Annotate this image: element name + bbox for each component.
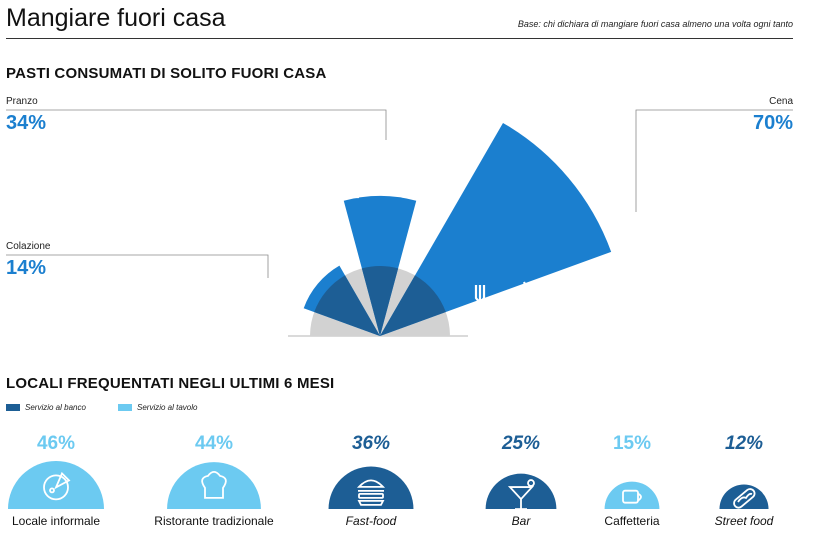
venues-section-title: LOCALI FREQUENTATI NEGLI ULTIMI 6 MESI bbox=[6, 375, 335, 392]
venue-name-fast-food: Fast-food bbox=[345, 514, 397, 528]
legend-swatch-tavolo bbox=[118, 404, 132, 411]
base-note: Base: chi dichiara di mangiare fuori cas… bbox=[517, 19, 793, 29]
meal-sector-overlap-cena bbox=[380, 275, 446, 336]
coffee-breakfast-icon bbox=[238, 290, 288, 328]
meals-radial-chart bbox=[288, 122, 612, 337]
venue-name-bar: Bar bbox=[511, 514, 531, 528]
venue-pct-caffetteria: 15% bbox=[612, 433, 652, 454]
legend-label-tavolo: Servizio al tavolo bbox=[137, 403, 198, 412]
venues-chart bbox=[8, 461, 769, 510]
venue-name-locale-informale: Locale informale bbox=[11, 514, 101, 528]
burger-icon bbox=[356, 479, 386, 506]
meal-pct-pranzo: 34% bbox=[6, 112, 47, 134]
venue-pct-bar: 25% bbox=[501, 433, 541, 454]
venue-semicircle-bar bbox=[485, 473, 557, 509]
meal-pct-colazione: 14% bbox=[6, 257, 47, 279]
pizza-icon bbox=[43, 471, 71, 501]
venue-name-caffetteria: Caffetteria bbox=[604, 514, 660, 528]
venue-pct-ristorante-tradizionale: 44% bbox=[194, 433, 234, 454]
meal-sector-pranzo bbox=[343, 195, 417, 336]
coffee-cup-icon bbox=[622, 489, 642, 504]
chef-hat-icon bbox=[201, 470, 227, 499]
venue-name-ristorante-tradizionale: Ristorante tradizionale bbox=[154, 514, 274, 528]
burger-icon bbox=[315, 159, 363, 199]
meal-label-colazione: Colazione bbox=[6, 241, 51, 252]
venue-semicircle-locale-informale bbox=[8, 461, 104, 509]
meal-pct-cena: 70% bbox=[752, 112, 793, 134]
dinner-plate-icon bbox=[474, 281, 530, 328]
venue-pct-street-food: 12% bbox=[724, 433, 764, 454]
venue-pct-locale-informale: 46% bbox=[36, 433, 76, 454]
meal-label-cena: Cena bbox=[769, 96, 793, 107]
meal-sector-overlap-colazione bbox=[314, 275, 380, 336]
legend-item-tavolo: Servizio al tavolo bbox=[118, 403, 197, 412]
leader-line-cena bbox=[635, 109, 793, 212]
legend-label-banco: Servizio al banco bbox=[25, 403, 86, 412]
legend-swatch-banco bbox=[6, 404, 20, 411]
hotdog-icon bbox=[733, 488, 756, 509]
meals-section-title: PASTI CONSUMATI DI SOLITO FUORI CASA bbox=[6, 65, 327, 82]
page-title: Mangiare fuori casa bbox=[6, 4, 226, 32]
venue-pct-fast-food: 36% bbox=[351, 433, 391, 454]
title-divider bbox=[6, 38, 793, 39]
meal-sector-overlap-pranzo bbox=[361, 266, 399, 336]
leader-line-colazione bbox=[6, 254, 269, 278]
meal-label-pranzo: Pranzo bbox=[6, 96, 38, 107]
meal-sector-cena bbox=[380, 122, 612, 336]
venue-name-street-food: Street food bbox=[714, 514, 774, 528]
cocktail-icon bbox=[507, 479, 535, 510]
leader-line-pranzo bbox=[6, 109, 387, 140]
legend-item-banco: Servizio al banco bbox=[6, 403, 86, 412]
venue-semicircle-caffetteria bbox=[604, 481, 660, 509]
venue-semicircle-ristorante-tradizionale bbox=[167, 462, 261, 509]
